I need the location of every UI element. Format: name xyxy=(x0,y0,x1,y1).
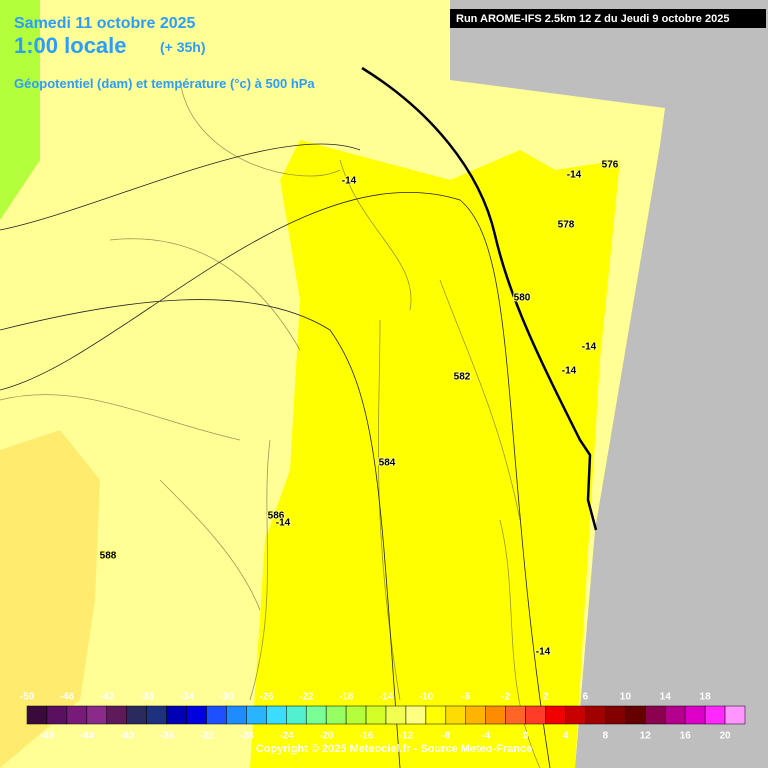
yellow-region xyxy=(250,140,620,768)
orange-region xyxy=(0,430,100,768)
legend-label: -28 xyxy=(239,731,254,742)
contour-label: 588 xyxy=(100,551,117,562)
legend-swatch xyxy=(286,705,307,725)
legend-label: -2 xyxy=(501,692,510,703)
legend-swatch xyxy=(365,705,387,725)
green-region xyxy=(0,0,40,220)
legend-label: 14 xyxy=(660,692,672,703)
legend-label: 10 xyxy=(620,692,632,703)
legend-label: -44 xyxy=(80,731,95,742)
legend-swatch xyxy=(684,705,706,725)
legend-swatch xyxy=(106,705,127,725)
legend-label: -36 xyxy=(159,731,174,742)
legend-swatch xyxy=(246,705,267,725)
contour-label: 586 xyxy=(268,511,285,522)
legend-swatch xyxy=(166,705,187,725)
legend-swatch xyxy=(465,705,486,725)
legend-swatch xyxy=(625,705,646,725)
legend-label: 2 xyxy=(543,692,549,703)
contour-label: -14 xyxy=(342,176,357,187)
legend-label: -48 xyxy=(40,731,55,742)
legend-label: -12 xyxy=(399,731,414,742)
legend-swatch xyxy=(66,705,88,725)
legend-swatch xyxy=(305,705,327,725)
isotherm-line xyxy=(361,66,598,531)
legend-swatch xyxy=(565,705,586,725)
date: Samedi 11 octobre 2025 xyxy=(14,15,196,32)
legend-label: -30 xyxy=(219,692,234,703)
legend-label: -38 xyxy=(139,692,154,703)
legend-label: 6 xyxy=(583,692,589,703)
contour-label: -14 xyxy=(567,170,582,181)
contours xyxy=(0,143,551,768)
legend-label: -40 xyxy=(119,731,134,742)
legend-label: -10 xyxy=(419,692,434,703)
legend-label: -22 xyxy=(299,692,314,703)
legend-swatch xyxy=(146,705,167,725)
legend-swatch xyxy=(664,705,686,725)
legend-label: 12 xyxy=(640,731,652,742)
legend-label: 8 xyxy=(603,731,609,742)
copyright: Copyright © 2025 Meteociel.fr - Source M… xyxy=(256,743,532,755)
legend-swatch xyxy=(226,705,247,725)
legend-label: 4 xyxy=(563,731,569,742)
legend-label: -50 xyxy=(20,692,35,703)
legend-swatch xyxy=(724,705,746,725)
contour-label: -14 xyxy=(582,342,597,353)
legend-label: -46 xyxy=(60,692,75,703)
contour-label: -14 xyxy=(536,647,551,658)
time: 1:00 locale xyxy=(14,33,127,58)
legend-swatch xyxy=(485,705,506,725)
legend-swatch xyxy=(345,705,367,725)
legend-swatch xyxy=(46,705,68,725)
contour-label: 576 xyxy=(602,160,619,171)
legend-swatch xyxy=(645,705,666,725)
legend-swatch xyxy=(126,705,147,725)
legend-label: -18 xyxy=(339,692,354,703)
legend-swatch xyxy=(704,705,726,725)
legend-label: 16 xyxy=(680,731,692,742)
legend-swatch xyxy=(605,705,626,725)
contour-label: 580 xyxy=(514,293,531,304)
contour-label: 584 xyxy=(379,458,396,469)
lead: (+ 35h) xyxy=(160,39,206,55)
contour-label: -14 xyxy=(276,518,291,529)
legend-label: -14 xyxy=(379,692,394,703)
legend-swatch xyxy=(405,705,427,725)
run-box xyxy=(450,9,766,28)
legend-label: 0 xyxy=(523,731,529,742)
legend-swatch xyxy=(186,705,207,725)
legend-label: -26 xyxy=(259,692,274,703)
legend-label: -4 xyxy=(481,731,490,742)
legend-swatch xyxy=(86,705,108,725)
legend-label: -6 xyxy=(461,692,470,703)
run-info: Run AROME-IFS 2.5km 12 Z du Jeudi 9 octo… xyxy=(456,13,729,25)
legend-label: -42 xyxy=(100,692,115,703)
legend-label: -32 xyxy=(199,731,214,742)
legend-label: -16 xyxy=(359,731,374,742)
legend-label: 20 xyxy=(719,731,731,742)
legend-label: 18 xyxy=(700,692,712,703)
legend-label: -24 xyxy=(279,731,294,742)
legend-swatch xyxy=(385,705,407,725)
legend-swatch xyxy=(585,705,606,725)
contour-label: 578 xyxy=(558,220,575,231)
legend-swatch xyxy=(545,705,566,725)
legend-swatch xyxy=(445,705,467,725)
legend-swatch xyxy=(266,705,287,725)
legend-label: -34 xyxy=(179,692,194,703)
legend-label: -20 xyxy=(319,731,334,742)
legend-swatch xyxy=(206,705,227,725)
legend-swatch xyxy=(325,705,347,725)
legend-label: -8 xyxy=(441,731,450,742)
contour-label: -14 xyxy=(562,366,577,377)
legend-swatch xyxy=(26,705,48,725)
contour-label: 582 xyxy=(454,372,471,383)
borders xyxy=(0,79,541,768)
legend-swatch xyxy=(525,705,546,725)
parameter: Géopotentiel (dam) et température (°c) à… xyxy=(14,76,315,91)
legend-swatch xyxy=(505,705,526,725)
legend-swatch xyxy=(425,705,447,725)
